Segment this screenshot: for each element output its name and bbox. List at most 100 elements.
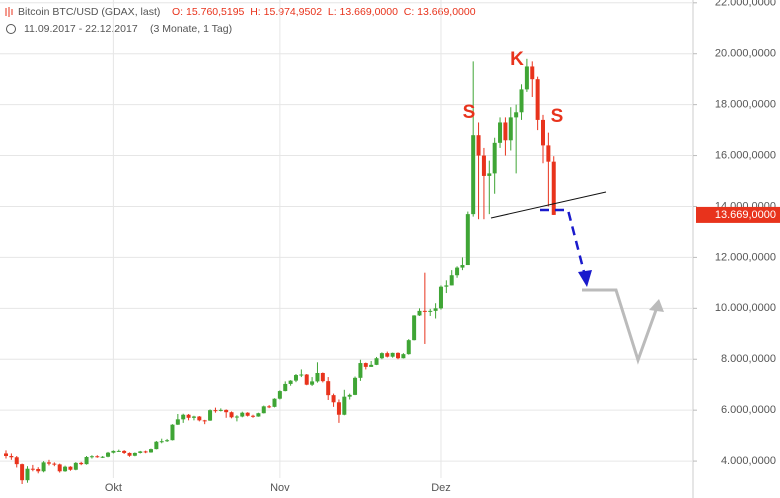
candle-body [304,374,309,385]
y-tick-label: 6.000,0000 [721,404,776,416]
candle-body [84,457,89,465]
candle-body [283,383,288,392]
candle-body [95,456,100,458]
candle-body [46,462,51,464]
candle-body [390,352,395,357]
y-tick-label: 4.000,0000 [721,455,776,467]
candle-body [261,406,266,414]
candle-body [14,457,19,465]
x-tick-label: Nov [270,482,290,494]
candle-body [465,214,470,266]
candle-body [385,353,390,357]
candle-body [417,310,422,316]
candle-body [154,441,159,450]
candle-body [197,416,202,421]
candle-body [272,398,277,407]
candle-body [519,89,524,113]
candle-body [374,358,379,365]
candle-body [535,79,540,120]
candle-body [4,453,8,456]
arrow-head [578,270,592,287]
candle-body [438,286,443,309]
candle-body [487,173,492,176]
candle-body [100,456,105,458]
candle-body [379,353,384,359]
candle-body [293,375,298,381]
candle-body [208,410,213,421]
candle-body [508,117,513,141]
candle-body [267,406,272,408]
candle-body [347,394,352,397]
candle-body [106,452,111,457]
candle-body [52,463,57,465]
annotation: K [510,49,524,70]
candle-body [401,354,406,359]
candle-body [127,452,132,456]
candle-body [175,419,180,425]
price-box [696,206,780,223]
candle-body [143,451,148,453]
period: (3 Monate, 1 Tag) [150,23,232,35]
candle-body [229,412,234,418]
scenario-arrow-head [649,299,664,312]
candle-body [336,402,341,415]
candle-body [277,391,282,399]
candle-body [326,381,331,396]
candle-body [444,285,449,287]
candle-body [406,340,411,355]
candle-body [358,363,363,378]
candle-body [449,275,454,286]
candle-body [73,462,78,470]
candle-body [63,466,68,472]
candle-body [363,363,368,367]
candle-body [476,135,481,156]
candle-body [551,161,556,215]
candle-body [498,122,503,143]
candle-body [202,420,207,422]
candle-body [299,374,304,376]
y-tick-label: 10.000,0000 [715,302,776,314]
candle-body [30,468,35,470]
candle-body [89,456,94,458]
candle-body [524,66,529,90]
candle-body [170,424,175,441]
ohlc: O: 15.760,5195 H: 15.974,9502 L: 13.669,… [172,6,476,18]
candle-body [116,450,121,452]
candle-body [132,452,137,456]
candle-body [546,145,551,162]
candle-body [213,410,218,412]
candle-body [9,455,14,458]
candle-body [412,315,417,341]
y-tick-label: 8.000,0000 [721,353,776,365]
candle-body [541,119,545,146]
y-tick-label: 20.000,0000 [715,48,776,60]
candle-body [68,466,73,470]
annotation: S [551,106,564,127]
candle-body [186,414,191,418]
candle-body [41,462,46,472]
candle-body [256,413,261,417]
candle-body [240,412,245,417]
candle-body [111,450,116,453]
candle-body [471,135,476,215]
x-tick-label: Dez [431,482,451,494]
price-label: 13.669,0000 [715,209,776,221]
y-tick-label: 16.000,0000 [715,149,776,161]
candle-body [342,396,347,415]
candle-body [428,310,433,312]
candle-body [245,412,250,416]
candle-body [503,122,508,141]
candle-body [36,468,41,472]
candle-body [122,450,127,453]
candle-body [353,377,358,395]
candle-body [433,308,438,311]
candle-body [422,310,427,312]
candle-body [165,440,170,442]
candle-body [79,462,84,465]
candle-body [57,464,62,472]
candle-body [310,381,315,385]
neckline [490,191,607,219]
candle-body [514,112,519,118]
